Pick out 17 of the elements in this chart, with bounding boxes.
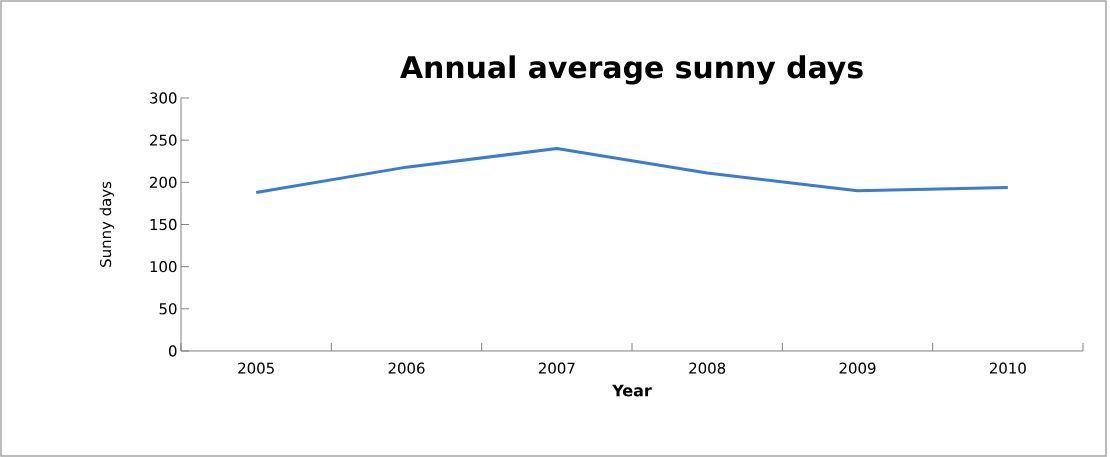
x-tick-label: 2005	[238, 362, 274, 374]
y-tick-label: 300	[150, 92, 177, 104]
x-axis-title: Year	[612, 384, 652, 397]
x-tick-label: 2009	[839, 362, 876, 374]
x-tick-label: 2010	[989, 362, 1026, 374]
y-tick-label: 100	[150, 261, 177, 273]
chart-title: Annual average sunny days	[400, 55, 863, 85]
x-tick-label: 2008	[689, 362, 726, 374]
line-series	[254, 147, 1010, 194]
x-tick-label: 2007	[538, 362, 575, 374]
y-tick-label: 200	[150, 176, 177, 188]
y-tick-label: 150	[150, 218, 177, 231]
y-tick-label: 0	[168, 345, 177, 357]
y-tick-label: 250	[150, 134, 177, 146]
y-axis-title: Sunny days	[99, 181, 115, 267]
x-tick-label: 2006	[388, 362, 425, 374]
y-tick-label: 50	[159, 303, 177, 315]
